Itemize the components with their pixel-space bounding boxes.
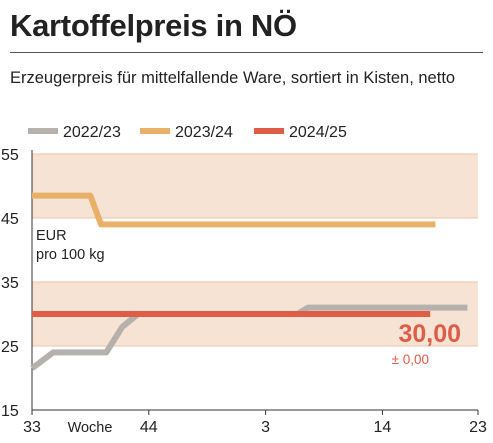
y-axis-label: pro 100 kg bbox=[36, 247, 105, 263]
chart-title: Kartoffelpreis in NÖ bbox=[10, 8, 297, 43]
x-tick-label: 3 bbox=[261, 419, 270, 436]
y-tick-label: 55 bbox=[1, 147, 19, 164]
x-tick-label: 14 bbox=[374, 419, 392, 436]
title-divider bbox=[10, 52, 483, 53]
legend-label: 2024/25 bbox=[289, 124, 347, 141]
legend-label: 2022/23 bbox=[63, 124, 121, 141]
change-label: ± 0,00 bbox=[392, 352, 429, 367]
shaded-band bbox=[32, 154, 478, 218]
y-tick-label: 35 bbox=[1, 275, 19, 292]
legend-label: 2023/24 bbox=[175, 124, 233, 141]
chart-subtitle: Erzeugerpreis für mittelfallende Ware, s… bbox=[10, 69, 456, 87]
series-line-2023-24 bbox=[32, 192, 436, 228]
x-tick-label: 33 bbox=[23, 419, 41, 436]
x-tick-label: 23 bbox=[469, 419, 487, 436]
x-tick-label: 44 bbox=[140, 419, 158, 436]
x-axis-label: Woche bbox=[68, 420, 113, 436]
current-value-label: 30,00 bbox=[398, 320, 461, 348]
y-tick-label: 15 bbox=[1, 403, 19, 420]
y-tick-label: 45 bbox=[1, 211, 19, 228]
series-line-2022-23 bbox=[30, 304, 468, 371]
y-tick-label: 25 bbox=[1, 339, 19, 356]
y-axis-label: EUR bbox=[36, 228, 67, 244]
